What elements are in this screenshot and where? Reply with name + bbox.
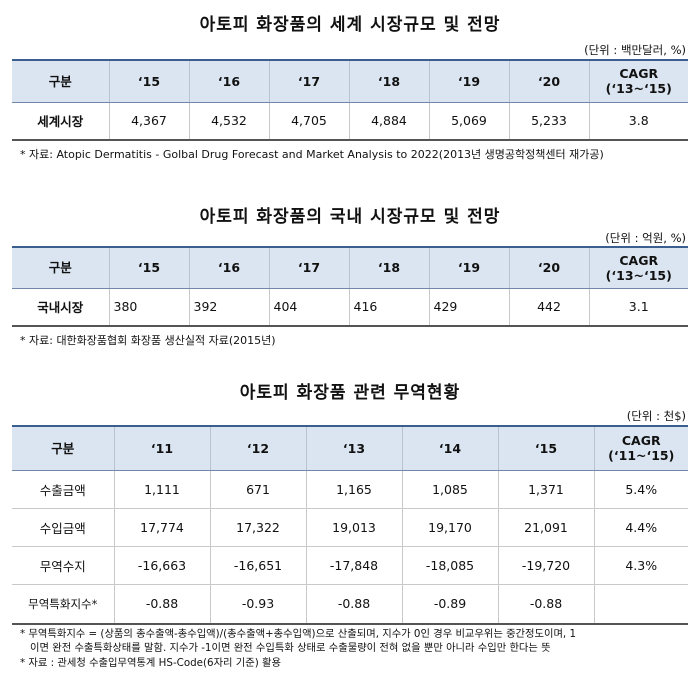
header-cell: ‘20	[508, 60, 590, 103]
table-cell: 4,705	[268, 102, 350, 141]
table-cell: -0.88	[305, 584, 403, 625]
table-cell: 442	[508, 288, 590, 327]
table-cell: -17,848	[305, 546, 403, 585]
table-cell: 1,165	[305, 470, 403, 509]
table-cell: -18,085	[401, 546, 499, 585]
cagr-period: (‘13~‘15)	[605, 267, 672, 283]
table-cell: 3.8	[588, 102, 688, 141]
table-cell: 4,884	[348, 102, 430, 141]
table-cell: -0.88	[497, 584, 595, 625]
table-row: 수입금액 17,774 17,322 19,013 19,170 21,091 …	[12, 508, 688, 547]
table1-unit: (단위 : 백만달러, %)	[584, 43, 686, 57]
cagr-label: CAGR	[621, 433, 661, 449]
table-cell: 4,532	[188, 102, 270, 141]
table-cell: 1,371	[497, 470, 595, 509]
cagr-label: CAGR	[619, 252, 659, 268]
table2-unit: (단위 : 억원, %)	[605, 231, 686, 245]
header-cell: 구분	[12, 247, 110, 289]
table-row: 무역수지 -16,663 -16,651 -17,848 -18,085 -19…	[12, 546, 688, 585]
header-cell: ‘13	[305, 426, 403, 471]
table-cell: -0.93	[209, 584, 307, 625]
table-cell: -0.89	[401, 584, 499, 625]
header-cell: 구분	[12, 426, 115, 471]
table2-header-row: 구분 ‘15 ‘16 ‘17 ‘18 ‘19 ‘20 CAGR (‘13~‘15…	[12, 247, 688, 289]
table-cell: -0.88	[113, 584, 211, 625]
table-row: 무역특화지수* -0.88 -0.93 -0.88 -0.89 -0.88	[12, 584, 688, 625]
table-cell: 404	[268, 288, 350, 327]
table-cell: 19,170	[401, 508, 499, 547]
table1-title: 아토피 화장품의 세계 시장규모 및 전망	[199, 15, 501, 35]
row-label: 수입금액	[12, 508, 115, 547]
header-cell: ‘16	[188, 247, 270, 289]
row-label: 무역수지	[12, 546, 115, 585]
table-cell: 5.4%	[593, 470, 688, 509]
table-cell: 1,085	[401, 470, 499, 509]
table-cell	[593, 584, 688, 625]
table-cell: 17,322	[209, 508, 307, 547]
header-cell: 구분	[12, 60, 110, 103]
header-cagr-cell: CAGR (‘11~‘15)	[593, 426, 688, 471]
table2-title: 아토피 화장품의 국내 시장규모 및 전망	[199, 207, 501, 227]
cagr-period: (‘11~‘15)	[608, 448, 675, 464]
table2: 구분 ‘15 ‘16 ‘17 ‘18 ‘19 ‘20 CAGR (‘13~‘15…	[12, 246, 688, 327]
header-cell: ‘16	[188, 60, 270, 103]
header-cell: ‘18	[348, 60, 430, 103]
row-label: 국내시장	[12, 288, 110, 327]
table-cell: -19,720	[497, 546, 595, 585]
row-label: 무역특화지수*	[12, 584, 115, 625]
header-cell: ‘17	[268, 247, 350, 289]
header-cell: ‘12	[209, 426, 307, 471]
table-row: 국내시장 380 392 404 416 429 442 3.1	[12, 288, 688, 327]
table1-source-note: * 자료: Atopic Dermatitis - Golbal Drug Fo…	[20, 148, 604, 161]
table-row: 수출금액 1,111 671 1,165 1,085 1,371 5.4%	[12, 470, 688, 509]
table-cell: 392	[188, 288, 270, 327]
header-cell: ‘11	[113, 426, 211, 471]
header-cell: ‘15	[108, 247, 190, 289]
table-cell: 19,013	[305, 508, 403, 547]
table-cell: 4.3%	[593, 546, 688, 585]
table-cell: 21,091	[497, 508, 595, 547]
table3-source-note: * 자료 : 관세청 수출입무역통계 HS-Code(6자리 기준) 활용	[20, 657, 281, 669]
table-cell: -16,663	[113, 546, 211, 585]
header-cell: ‘14	[401, 426, 499, 471]
header-cell: ‘15	[108, 60, 190, 103]
table3: 구분 ‘11 ‘12 ‘13 ‘14 ‘15 CAGR (‘11~‘15) 수출…	[12, 425, 688, 625]
table-cell: 17,774	[113, 508, 211, 547]
table3-title: 아토피 화장품 관련 무역현황	[239, 383, 461, 403]
table3-header-row: 구분 ‘11 ‘12 ‘13 ‘14 ‘15 CAGR (‘11~‘15)	[12, 426, 688, 471]
table-cell: 3.1	[588, 288, 688, 327]
table-cell: 429	[428, 288, 510, 327]
table-cell: 4.4%	[593, 508, 688, 547]
header-cell: ‘18	[348, 247, 430, 289]
header-cell: ‘20	[508, 247, 590, 289]
table-cell: 671	[209, 470, 307, 509]
table2-source-note: * 자료: 대한화장품협회 화장품 생산실적 자료(2015년)	[20, 334, 276, 347]
header-cell: ‘17	[268, 60, 350, 103]
header-cell: ‘15	[497, 426, 595, 471]
cagr-period: (‘13~‘15)	[605, 81, 672, 97]
table-cell: 416	[348, 288, 430, 327]
table1-header-row: 구분 ‘15 ‘16 ‘17 ‘18 ‘19 ‘20 CAGR (‘13~‘15…	[12, 60, 688, 103]
table3-unit: (단위 : 천$)	[626, 409, 686, 423]
table-cell: 1,111	[113, 470, 211, 509]
table-cell: 5,069	[428, 102, 510, 141]
header-cell: ‘19	[428, 247, 510, 289]
row-label: 세계시장	[12, 102, 110, 141]
table-cell: 380	[108, 288, 190, 327]
table1: 구분 ‘15 ‘16 ‘17 ‘18 ‘19 ‘20 CAGR (‘13~‘15…	[12, 59, 688, 141]
table3-index-note-cont: 이면 완전 수출특화상태를 말함. 지수가 -1이면 완전 수입특화 상태로 수…	[30, 642, 551, 654]
table-cell: 5,233	[508, 102, 590, 141]
header-cell: ‘19	[428, 60, 510, 103]
header-cagr-cell: CAGR (‘13~‘15)	[588, 247, 688, 289]
cagr-label: CAGR	[619, 66, 659, 82]
table-row: 세계시장 4,367 4,532 4,705 4,884 5,069 5,233…	[12, 102, 688, 141]
table-cell: 4,367	[108, 102, 190, 141]
table3-index-note: * 무역특화지수 = (상품의 총수출액-총수입액)/(총수출액+총수입액)으로…	[20, 628, 577, 640]
row-label: 수출금액	[12, 470, 115, 509]
table-cell: -16,651	[209, 546, 307, 585]
header-cagr-cell: CAGR (‘13~‘15)	[588, 60, 688, 103]
